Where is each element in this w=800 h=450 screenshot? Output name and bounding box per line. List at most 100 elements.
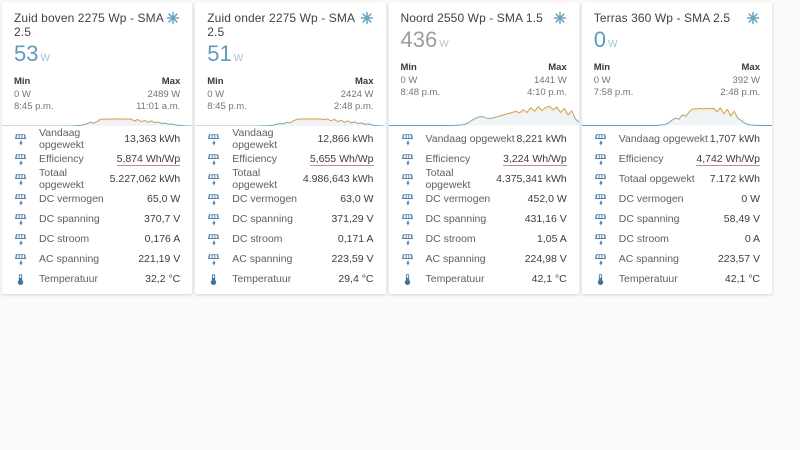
row-value: 370,7 V [144,213,181,225]
entity-row[interactable]: Totaal opgewekt 7.172 kWh [594,169,760,189]
entity-row[interactable]: AC spanning 223,57 V [594,249,760,269]
thermometer-icon [401,273,414,286]
entity-row[interactable]: Totaal opgewekt 4.375,341 kWh [401,167,567,191]
entity-row[interactable]: DC vermogen 0 W [594,189,760,209]
entity-row[interactable]: DC vermogen 63,0 W [207,189,374,209]
entity-row[interactable]: Efficiency 3,224 Wh/Wp [401,149,567,169]
row-value: 12,866 kWh [317,133,374,145]
row-label: DC vermogen [425,193,491,205]
current-power[interactable]: 53 W [2,39,192,71]
row-value: 223,59 V [331,253,374,265]
entity-row[interactable]: Efficiency 5,874 Wh/Wp [14,149,181,169]
entity-row[interactable]: Temperatuur 29,4 °C [207,269,374,289]
row-value: 1,707 kWh [709,133,760,145]
entity-row[interactable]: Vandaag opgewekt 1,707 kWh [594,129,760,149]
entity-row[interactable]: AC spanning 223,59 V [207,249,374,269]
row-value: 63,0 W [340,193,374,205]
row-label: Efficiency [232,153,277,165]
chart-line [195,118,385,125]
power-history-chart[interactable] [581,103,772,127]
entity-row[interactable]: Temperatuur 42,1 °C [594,269,760,289]
row-value: 431,16 V [524,213,567,225]
card-header: Zuid onder 2275 Wp - SMA 2.5 [195,2,385,39]
entity-row[interactable]: Efficiency 5,655 Wh/Wp [207,149,374,169]
min-block: Min 0 W 8:45 p.m. [14,76,54,114]
entity-row[interactable]: Vandaag opgewekt 12,866 kWh [207,127,374,151]
entity-row[interactable]: AC spanning 224,98 V [401,249,567,269]
solar-power-icon [594,253,607,266]
row-label: Vandaag opgewekt [618,133,708,145]
row-label: Efficiency [425,153,471,165]
min-value: 0 W [400,74,418,86]
sun-icon[interactable] [166,11,180,25]
row-value: 5,874 Wh/Wp [116,152,181,166]
entity-row[interactable]: Temperatuur 42,1 °C [401,269,567,289]
entity-row[interactable]: AC spanning 221,19 V [14,249,180,269]
row-value: 29,4 °C [338,273,374,285]
row-label: DC vermogen [618,193,684,205]
max-block: Max 2424 W 2:48 p.m. [334,76,374,114]
sun-icon[interactable] [746,11,760,25]
entity-row[interactable]: DC stroom 0 A [594,229,760,249]
power-history-chart[interactable] [2,117,193,127]
solar-power-icon [14,253,27,266]
power-history-chart[interactable] [388,103,579,127]
entity-row[interactable]: DC spanning 58,49 V [594,209,760,229]
row-label: DC vermogen [232,193,298,205]
entity-row[interactable]: Vandaag opgewekt 8,221 kWh [401,129,567,149]
row-label: DC stroom [39,233,90,245]
solar-power-icon [594,173,607,186]
max-time: 11:01 a.m. [136,101,181,112]
entity-row[interactable]: DC spanning 371,29 V [207,209,374,229]
entity-row[interactable]: DC spanning 370,7 V [14,209,180,229]
minmax-block: Min 0 W 8:45 p.m. Max 2424 W 2:48 p.m. [195,71,385,114]
current-power-value: 0 [593,27,606,52]
entity-rows: Vandaag opgewekt 8,221 kWh Efficiency 3,… [389,126,579,294]
solar-power-icon [14,193,27,206]
solar-power-icon [401,253,414,266]
current-power[interactable]: 436 W [389,25,579,57]
row-label: DC spanning [618,213,680,225]
current-power[interactable]: 51 W [195,39,385,71]
minmax-block: Min 0 W 8:45 p.m. Max 2489 W 11:01 a.m. [2,71,192,114]
row-label: DC spanning [425,213,487,225]
entity-row[interactable]: Temperatuur 32,2 °C [14,269,180,289]
entity-row[interactable]: Vandaag opgewekt 13,363 kWh [14,127,180,151]
row-label: Totaal opgewekt [232,167,278,191]
row-value: 0 W [741,193,760,205]
solar-inverter-card: Noord 2550 Wp - SMA 1.5 436 W Min 0 W 8:4… [388,2,579,294]
row-label: Temperatuur [232,273,292,285]
entity-row[interactable]: Totaal opgewekt 4.986,643 kWh [207,167,374,191]
min-time: 8:45 p.m. [14,101,54,112]
entity-row[interactable]: DC vermogen 65,0 W [14,189,180,209]
solar-power-icon [207,253,220,266]
sun-icon[interactable] [360,11,374,25]
solar-power-icon [207,133,220,146]
card-title: Zuid onder 2275 Wp - SMA 2.5 [207,11,355,39]
row-value: 58,49 V [723,213,760,225]
entity-rows: Vandaag opgewekt 13,363 kWh Efficiency 5… [2,126,192,294]
card-title: Terras 360 Wp - SMA 2.5 [593,11,731,25]
row-value: 4,742 Wh/Wp [696,152,760,166]
row-label: Totaal opgewekt [425,167,471,191]
entity-row[interactable]: DC stroom 0,176 A [14,229,180,249]
entity-row[interactable]: DC stroom 1,05 A [401,229,567,249]
entity-row[interactable]: DC vermogen 452,0 W [401,189,567,209]
entity-row[interactable]: DC spanning 431,16 V [401,209,567,229]
thermometer-icon [207,273,220,286]
entity-row[interactable]: DC stroom 0,171 A [207,229,374,249]
sun-icon[interactable] [553,11,567,25]
entity-row[interactable]: Totaal opgewekt 5.227,062 kWh [14,167,180,191]
solar-power-icon [401,153,414,166]
entity-row[interactable]: Efficiency 4,742 Wh/Wp [594,149,760,169]
min-block: Min 0 W 8:48 p.m. [401,62,441,100]
row-label: AC spanning [618,253,679,265]
row-value: 8,221 kWh [516,133,567,145]
power-history-chart[interactable] [195,117,386,127]
max-value: 2424 W [340,88,374,100]
max-value: 2489 W [147,88,181,100]
chart-line [2,118,192,125]
row-label: Vandaag opgewekt [232,127,278,151]
current-power-value: 51 [207,41,232,66]
